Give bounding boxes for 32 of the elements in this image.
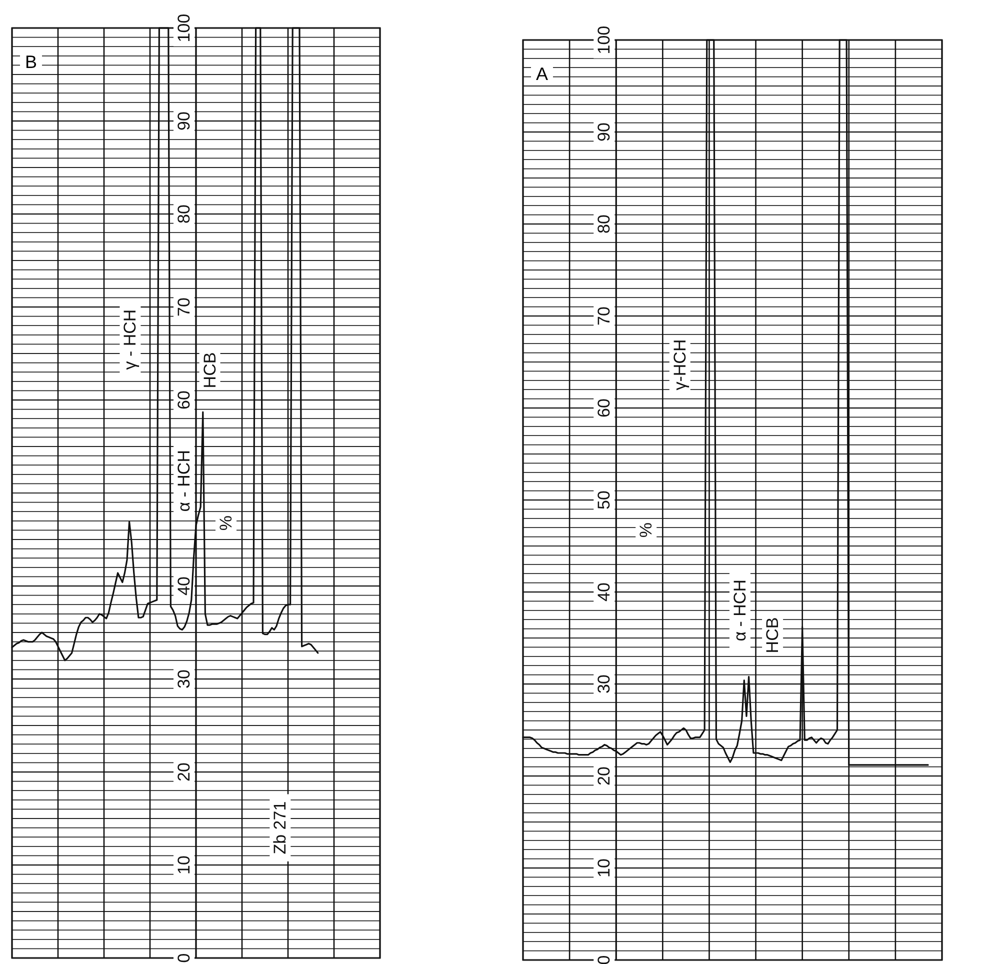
annotation: HCB xyxy=(763,617,782,654)
annotation: Zb 271 xyxy=(270,801,290,854)
y-tick-label: 90 xyxy=(174,112,194,130)
y-tick-label: 100 xyxy=(174,14,194,42)
y-tick-label: 90 xyxy=(594,122,614,142)
y-tick-label: 70 xyxy=(594,306,614,326)
y-axis-title: % xyxy=(636,522,656,538)
text: B xyxy=(24,52,38,72)
y-tick-label: 0 xyxy=(594,955,614,964)
annotation: α - HCH xyxy=(174,450,194,512)
y-tick-label: 60 xyxy=(174,390,194,410)
y-tick-label: 70 xyxy=(174,298,194,316)
annotation: γ-HCH xyxy=(670,339,690,390)
y-tick-label: 30 xyxy=(174,670,194,688)
text: A xyxy=(536,64,548,84)
y-tick-label: 100 xyxy=(594,26,614,54)
y-axis-title: % xyxy=(216,515,236,531)
annotation: α - HCH xyxy=(730,580,750,642)
y-tick-label: 20 xyxy=(594,766,614,786)
y-tick-label: 0 xyxy=(174,953,194,963)
y-tick-label: 10 xyxy=(174,856,194,874)
y-tick-label: 80 xyxy=(174,204,194,224)
y-tick-label: 80 xyxy=(594,214,614,234)
y-tick-label: 10 xyxy=(594,858,614,878)
y-tick-label: 60 xyxy=(594,398,614,418)
annotation: HCB xyxy=(200,352,220,388)
annotation: γ - HCH xyxy=(120,309,140,370)
y-tick-label: 30 xyxy=(594,674,614,694)
y-tick-label: 40 xyxy=(594,582,614,602)
y-tick-label: 50 xyxy=(594,490,614,510)
y-tick-label: 20 xyxy=(174,762,194,782)
y-tick-label: 40 xyxy=(174,576,194,596)
